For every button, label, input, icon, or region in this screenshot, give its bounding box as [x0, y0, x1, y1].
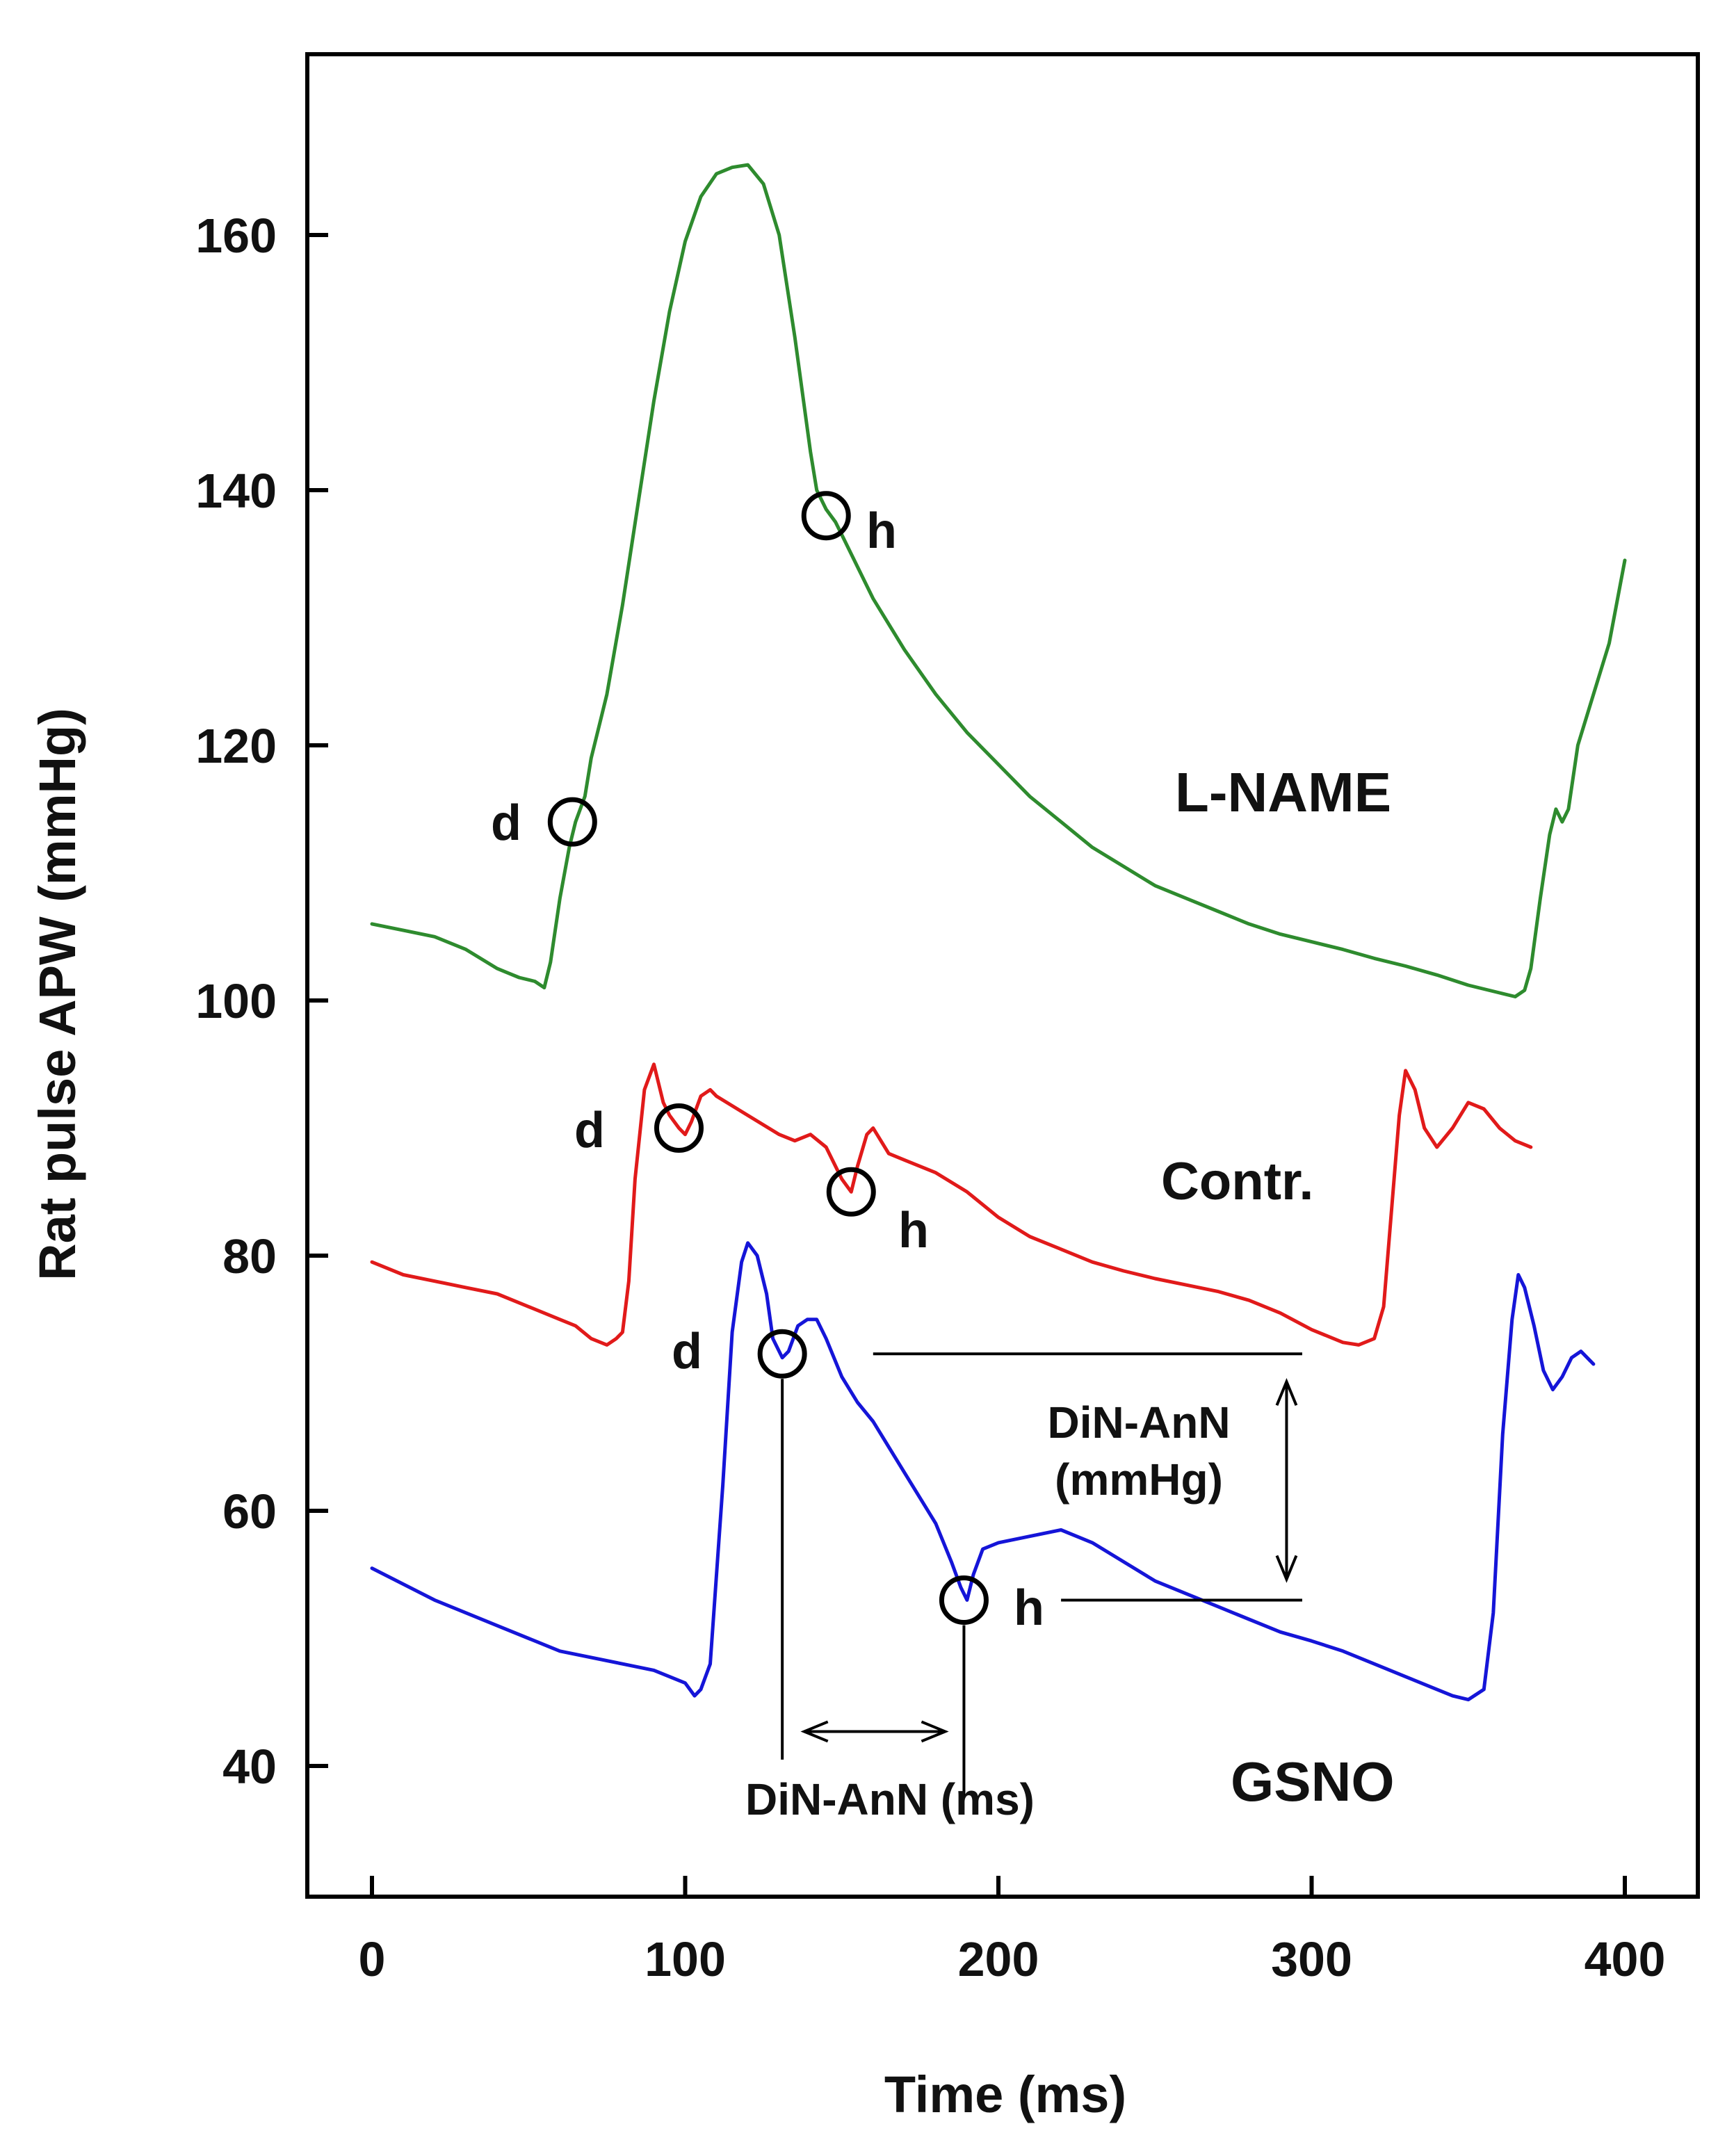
marker-gsno-d	[757, 1329, 807, 1379]
label-din-mmhg-1: DiN-AnN	[1047, 1397, 1230, 1448]
arrow-ms-head-left	[800, 1720, 829, 1743]
arrow-mmhg-head-top	[1275, 1378, 1298, 1407]
x-tick-label-200: 200	[958, 1932, 1039, 1986]
label-contr-d: d	[574, 1103, 605, 1158]
label-gsno-h: h	[1014, 1580, 1044, 1636]
x-tick-label-100: 100	[645, 1932, 726, 1986]
marker-lname-d	[547, 797, 597, 847]
label-lname: L-NAME	[1175, 761, 1391, 823]
x-tick-label-0: 0	[359, 1932, 386, 1986]
label-gsno: GSNO	[1231, 1751, 1395, 1813]
axis-ticks: 0 100 200 300 400 40 60 80 100 120 140 160	[195, 209, 1665, 1986]
label-gsno-d: d	[672, 1324, 702, 1379]
y-tick-label-120: 120	[195, 719, 277, 773]
series-line-gsno	[370, 1241, 1596, 1702]
plot-frame	[305, 52, 1700, 1899]
label-contr: Contr.	[1161, 1152, 1314, 1211]
label-lname-d: d	[491, 795, 521, 851]
label-lname-h: h	[866, 503, 897, 559]
series-line-contr	[370, 1062, 1533, 1347]
arrow-mmhg-head-bottom	[1275, 1555, 1298, 1583]
annotations	[547, 491, 1302, 1798]
label-din-ms: DiN-AnN (ms)	[745, 1774, 1035, 1824]
y-tick-label-40: 40	[222, 1740, 277, 1794]
label-din-mmhg-2: (mmHg)	[1055, 1454, 1223, 1505]
traces	[370, 163, 1627, 1702]
y-tick-label-160: 160	[195, 209, 277, 263]
arrow-ms-head-right	[921, 1720, 949, 1743]
x-tick-label-400: 400	[1585, 1932, 1666, 1986]
marker-lname-h	[801, 491, 851, 541]
marker-contr-d	[654, 1103, 704, 1153]
y-tick-label-140: 140	[195, 464, 277, 518]
x-tick-label-300: 300	[1271, 1932, 1352, 1986]
marker-gsno-h	[939, 1575, 989, 1625]
y-tick-label-80: 80	[222, 1229, 277, 1283]
marker-contr-h	[826, 1167, 876, 1217]
label-contr-h: h	[898, 1203, 929, 1258]
series-line-l-name	[370, 163, 1627, 998]
y-axis-title: Rat pulse APW (mmHg)	[29, 708, 86, 1281]
x-axis-title: Time (ms)	[884, 2066, 1126, 2123]
y-tick-label-100: 100	[195, 974, 277, 1028]
y-tick-label-60: 60	[222, 1484, 277, 1539]
